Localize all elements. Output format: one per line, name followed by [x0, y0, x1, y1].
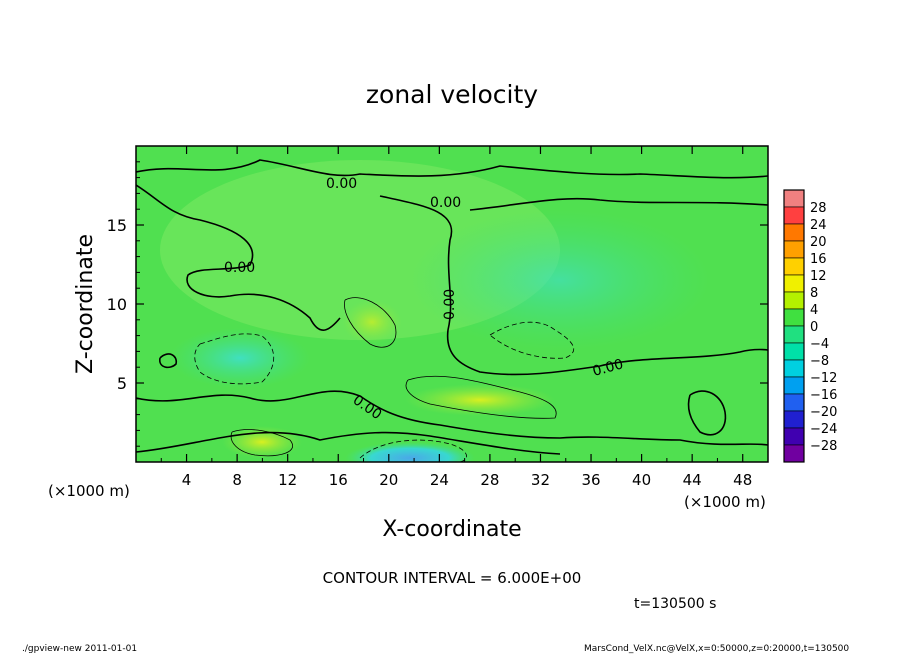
contour-zero-central: [379, 195, 768, 376]
colorbar-label: 28: [810, 201, 827, 216]
colorbar-swatch: [783, 359, 805, 378]
colorbar-swatch: [783, 189, 805, 208]
colorbar-label: −16: [810, 388, 837, 403]
colorbar-swatch: [783, 308, 805, 327]
x-tick-label: 20: [379, 471, 398, 489]
colorbar-label: −4: [810, 337, 829, 352]
x-unit-left: (×1000 m): [48, 482, 130, 500]
x-tick-label: 16: [329, 471, 348, 489]
colorbar-swatch: [783, 240, 805, 259]
colorbar-swatch: [783, 206, 805, 225]
colorbar-label: −8: [810, 354, 829, 369]
field-yellow-patch-mid: [342, 300, 402, 344]
colorbar-swatch: [783, 376, 805, 395]
y-tick-label: 10: [107, 295, 127, 314]
colorbar-label: 0: [810, 320, 818, 335]
x-tick-label: 28: [480, 471, 499, 489]
x-tick-label: 36: [581, 471, 600, 489]
contour-zero-lower: [136, 390, 768, 446]
colorbar-label: 16: [810, 252, 827, 267]
colorbar-swatch: [783, 291, 805, 310]
colorbar-swatch: [783, 342, 805, 361]
colorbar: 28 24 20 16 12 8 4 0 −4 −8 −12 −16 −20 −24 −28: [783, 189, 837, 463]
heatmap-field: [136, 146, 768, 462]
colorbar-label: −28: [810, 439, 837, 454]
contour-lines-thin: [194, 297, 575, 462]
colorbar-label: −24: [810, 422, 837, 437]
y-axis-label: Z-coordinate: [73, 234, 98, 374]
contour-label: 0.00: [591, 356, 625, 380]
contour-small-west: [159, 353, 178, 369]
colorbar-swatch: [783, 257, 805, 276]
contour-zero-east-lobe: [687, 390, 727, 436]
field-cyan-region-east: [410, 210, 710, 350]
x-tick-label: 44: [683, 471, 702, 489]
footer-left: ./gpview-new 2011-01-01: [22, 644, 137, 654]
y-tick-label: 5: [117, 374, 127, 393]
contour-positive-west: [230, 429, 293, 457]
contour-positive-band: [405, 375, 557, 419]
x-tick-label: 48: [733, 471, 752, 489]
colorbar-swatch: [783, 410, 805, 429]
contour-label: 0.00: [224, 260, 255, 276]
x-axis-ticks: 4 8 12 16 20 24 28 32 36 40 44 48: [160, 146, 752, 489]
contour-zero-east-top: [469, 197, 768, 211]
chart-title: zonal velocity: [366, 80, 538, 109]
field-cyan-region-west: [170, 328, 310, 388]
x-tick-label: 8: [232, 471, 242, 489]
colorbar-swatch: [783, 427, 805, 446]
contour-negative-west: [194, 333, 275, 385]
contour-label: 0.00: [326, 176, 357, 192]
contour-positive-mid: [344, 297, 397, 348]
contour-zero-upper-west: [136, 184, 341, 331]
colorbar-label: 12: [810, 269, 827, 284]
contour-zero-top: [136, 159, 768, 179]
contour-interval: CONTOUR INTERVAL = 6.000E+00: [323, 569, 582, 587]
colorbar-label: 20: [810, 235, 827, 250]
x-tick-label: 32: [531, 471, 550, 489]
colorbar-swatch: [783, 274, 805, 293]
colorbar-label: −12: [810, 371, 837, 386]
x-tick-label: 24: [430, 471, 449, 489]
time-label: t=130500 s: [634, 596, 716, 612]
contour-negative-east: [489, 321, 575, 359]
footer-right: MarsCond_VelX.nc@VelX,x=0:50000,z=0:2000…: [584, 644, 849, 654]
field-blue-core: [345, 442, 475, 462]
colorbar-swatch: [783, 325, 805, 344]
contour-labels: 0.00 0.00 0.00 0.00 0.00 0.00: [224, 176, 625, 423]
colorbar-label: 8: [810, 286, 818, 301]
contour-lines: [136, 159, 768, 455]
colorbar-swatch: [783, 223, 805, 242]
colorbar-label: −20: [810, 405, 837, 420]
colorbar-swatch: [783, 444, 805, 463]
contour-label: 0.00: [442, 289, 458, 320]
x-tick-label: 40: [632, 471, 651, 489]
field-yellow-band: [405, 384, 555, 416]
contour-zero-bottom: [136, 431, 561, 455]
y-tick-label: 15: [107, 216, 127, 235]
colorbar-swatch: [783, 393, 805, 412]
colorbar-frame: [783, 189, 805, 463]
colorbar-label: 4: [810, 303, 818, 318]
x-tick-label: 12: [278, 471, 297, 489]
y-axis-ticks: 5 10 15: [107, 161, 768, 447]
colorbar-label: 24: [810, 218, 827, 233]
x-tick-label: 4: [182, 471, 192, 489]
contour-label: 0.00: [430, 195, 461, 211]
x-axis-label: X-coordinate: [382, 517, 521, 542]
x-unit-right: (×1000 m): [684, 493, 766, 511]
